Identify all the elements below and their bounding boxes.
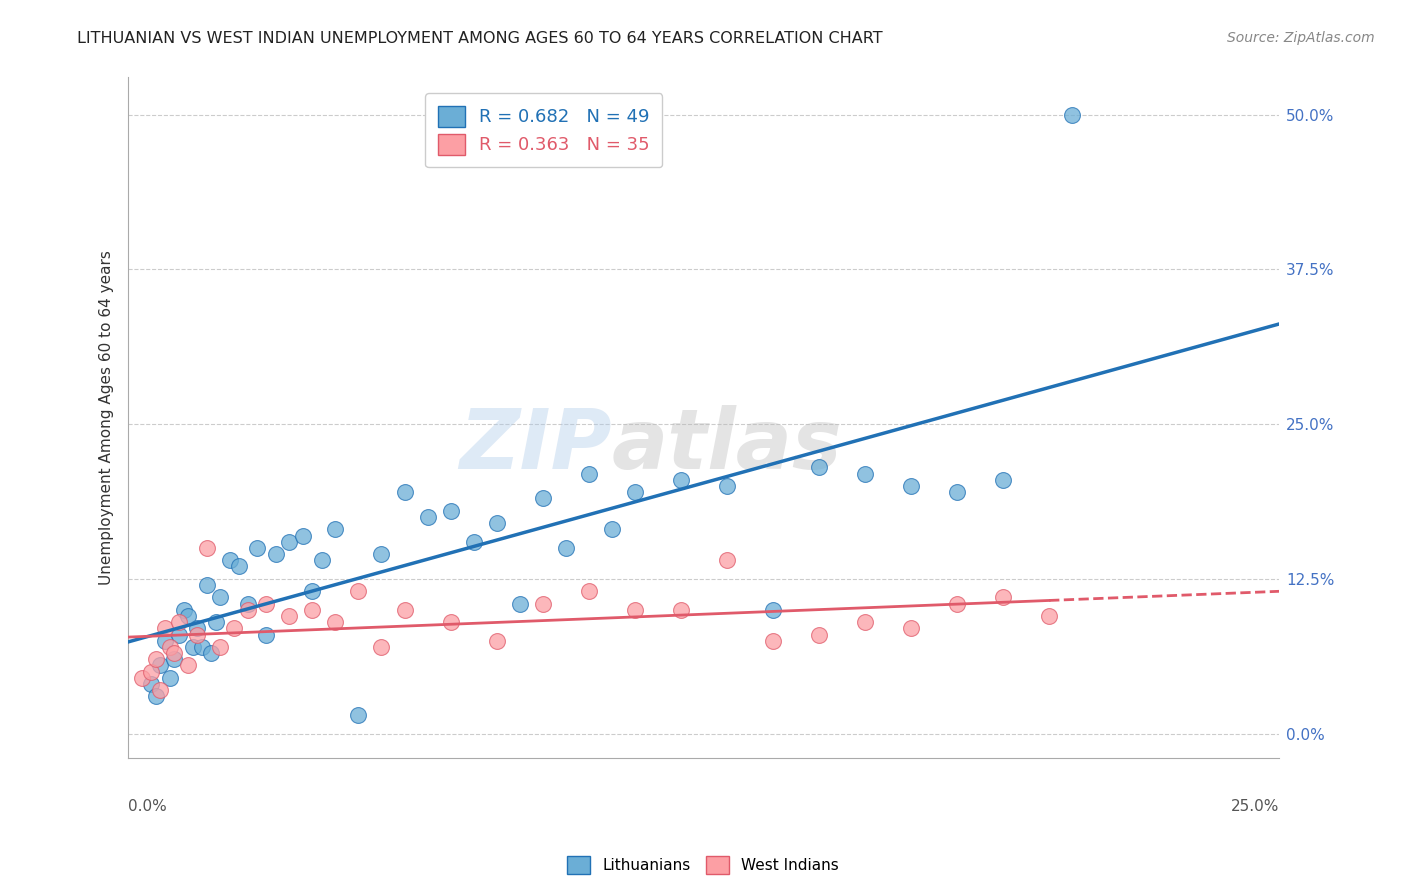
Point [370, 547, 392, 561]
Point [578, 584, 600, 599]
Point [347, 584, 370, 599]
Point [278, 534, 301, 549]
Point [254, 597, 277, 611]
Point [145, 652, 167, 666]
Point [325, 615, 347, 629]
Point [439, 504, 461, 518]
Point [191, 640, 214, 654]
Point [394, 603, 416, 617]
Point [623, 485, 645, 500]
Point [946, 485, 969, 500]
Point [149, 658, 172, 673]
Point [236, 597, 259, 611]
Point [325, 522, 347, 536]
Point [228, 559, 250, 574]
Point [177, 658, 200, 673]
Point [141, 665, 163, 679]
Point [209, 640, 232, 654]
Legend: R = 0.682   N = 49, R = 0.363   N = 35: R = 0.682 N = 49, R = 0.363 N = 35 [425, 94, 662, 168]
Point [347, 708, 370, 723]
Text: Source: ZipAtlas.com: Source: ZipAtlas.com [1227, 31, 1375, 45]
Point [204, 615, 226, 629]
Point [991, 473, 1014, 487]
Point [159, 671, 181, 685]
Point [716, 553, 738, 567]
Point [531, 491, 554, 506]
Point [195, 541, 218, 555]
Point [236, 603, 259, 617]
Point [186, 621, 208, 635]
Point [623, 603, 645, 617]
Point [991, 591, 1014, 605]
Point [145, 690, 167, 704]
Point [853, 615, 876, 629]
Point [149, 683, 172, 698]
Point [254, 627, 277, 641]
Point [509, 597, 531, 611]
Point [153, 621, 176, 635]
Point [716, 479, 738, 493]
Text: LITHUANIAN VS WEST INDIAN UNEMPLOYMENT AMONG AGES 60 TO 64 YEARS CORRELATION CHA: LITHUANIAN VS WEST INDIAN UNEMPLOYMENT A… [77, 31, 883, 46]
Point [246, 541, 269, 555]
Point [807, 460, 830, 475]
Text: atlas: atlas [612, 405, 842, 485]
Point [177, 609, 200, 624]
Point [141, 677, 163, 691]
Point [224, 621, 246, 635]
Text: ZIP: ZIP [460, 405, 612, 485]
Point [209, 591, 232, 605]
Point [153, 633, 176, 648]
Point [485, 633, 508, 648]
Point [311, 553, 333, 567]
Point [853, 467, 876, 481]
Point [218, 553, 240, 567]
Point [554, 541, 576, 555]
Point [167, 615, 190, 629]
Point [163, 646, 186, 660]
Point [200, 646, 222, 660]
Point [159, 640, 181, 654]
Point [762, 603, 785, 617]
Point [485, 516, 508, 530]
Point [1062, 107, 1084, 121]
Text: 25.0%: 25.0% [1230, 799, 1279, 814]
Point [439, 615, 461, 629]
Point [762, 633, 785, 648]
Point [370, 640, 392, 654]
Point [181, 640, 204, 654]
Point [292, 528, 315, 542]
Point [301, 603, 323, 617]
Point [278, 609, 301, 624]
Legend: Lithuanians, West Indians: Lithuanians, West Indians [561, 850, 845, 880]
Point [463, 534, 485, 549]
Point [807, 627, 830, 641]
Point [163, 652, 186, 666]
Point [900, 479, 922, 493]
Point [416, 510, 439, 524]
Point [186, 627, 208, 641]
Point [167, 627, 190, 641]
Y-axis label: Unemployment Among Ages 60 to 64 years: Unemployment Among Ages 60 to 64 years [100, 251, 114, 585]
Point [264, 547, 287, 561]
Point [669, 603, 692, 617]
Point [578, 467, 600, 481]
Point [600, 522, 623, 536]
Point [173, 603, 195, 617]
Point [301, 584, 323, 599]
Point [531, 597, 554, 611]
Point [900, 621, 922, 635]
Point [195, 578, 218, 592]
Point [946, 597, 969, 611]
Point [131, 671, 153, 685]
Text: 0.0%: 0.0% [128, 799, 167, 814]
Point [1038, 609, 1060, 624]
Point [669, 473, 692, 487]
Point [394, 485, 416, 500]
